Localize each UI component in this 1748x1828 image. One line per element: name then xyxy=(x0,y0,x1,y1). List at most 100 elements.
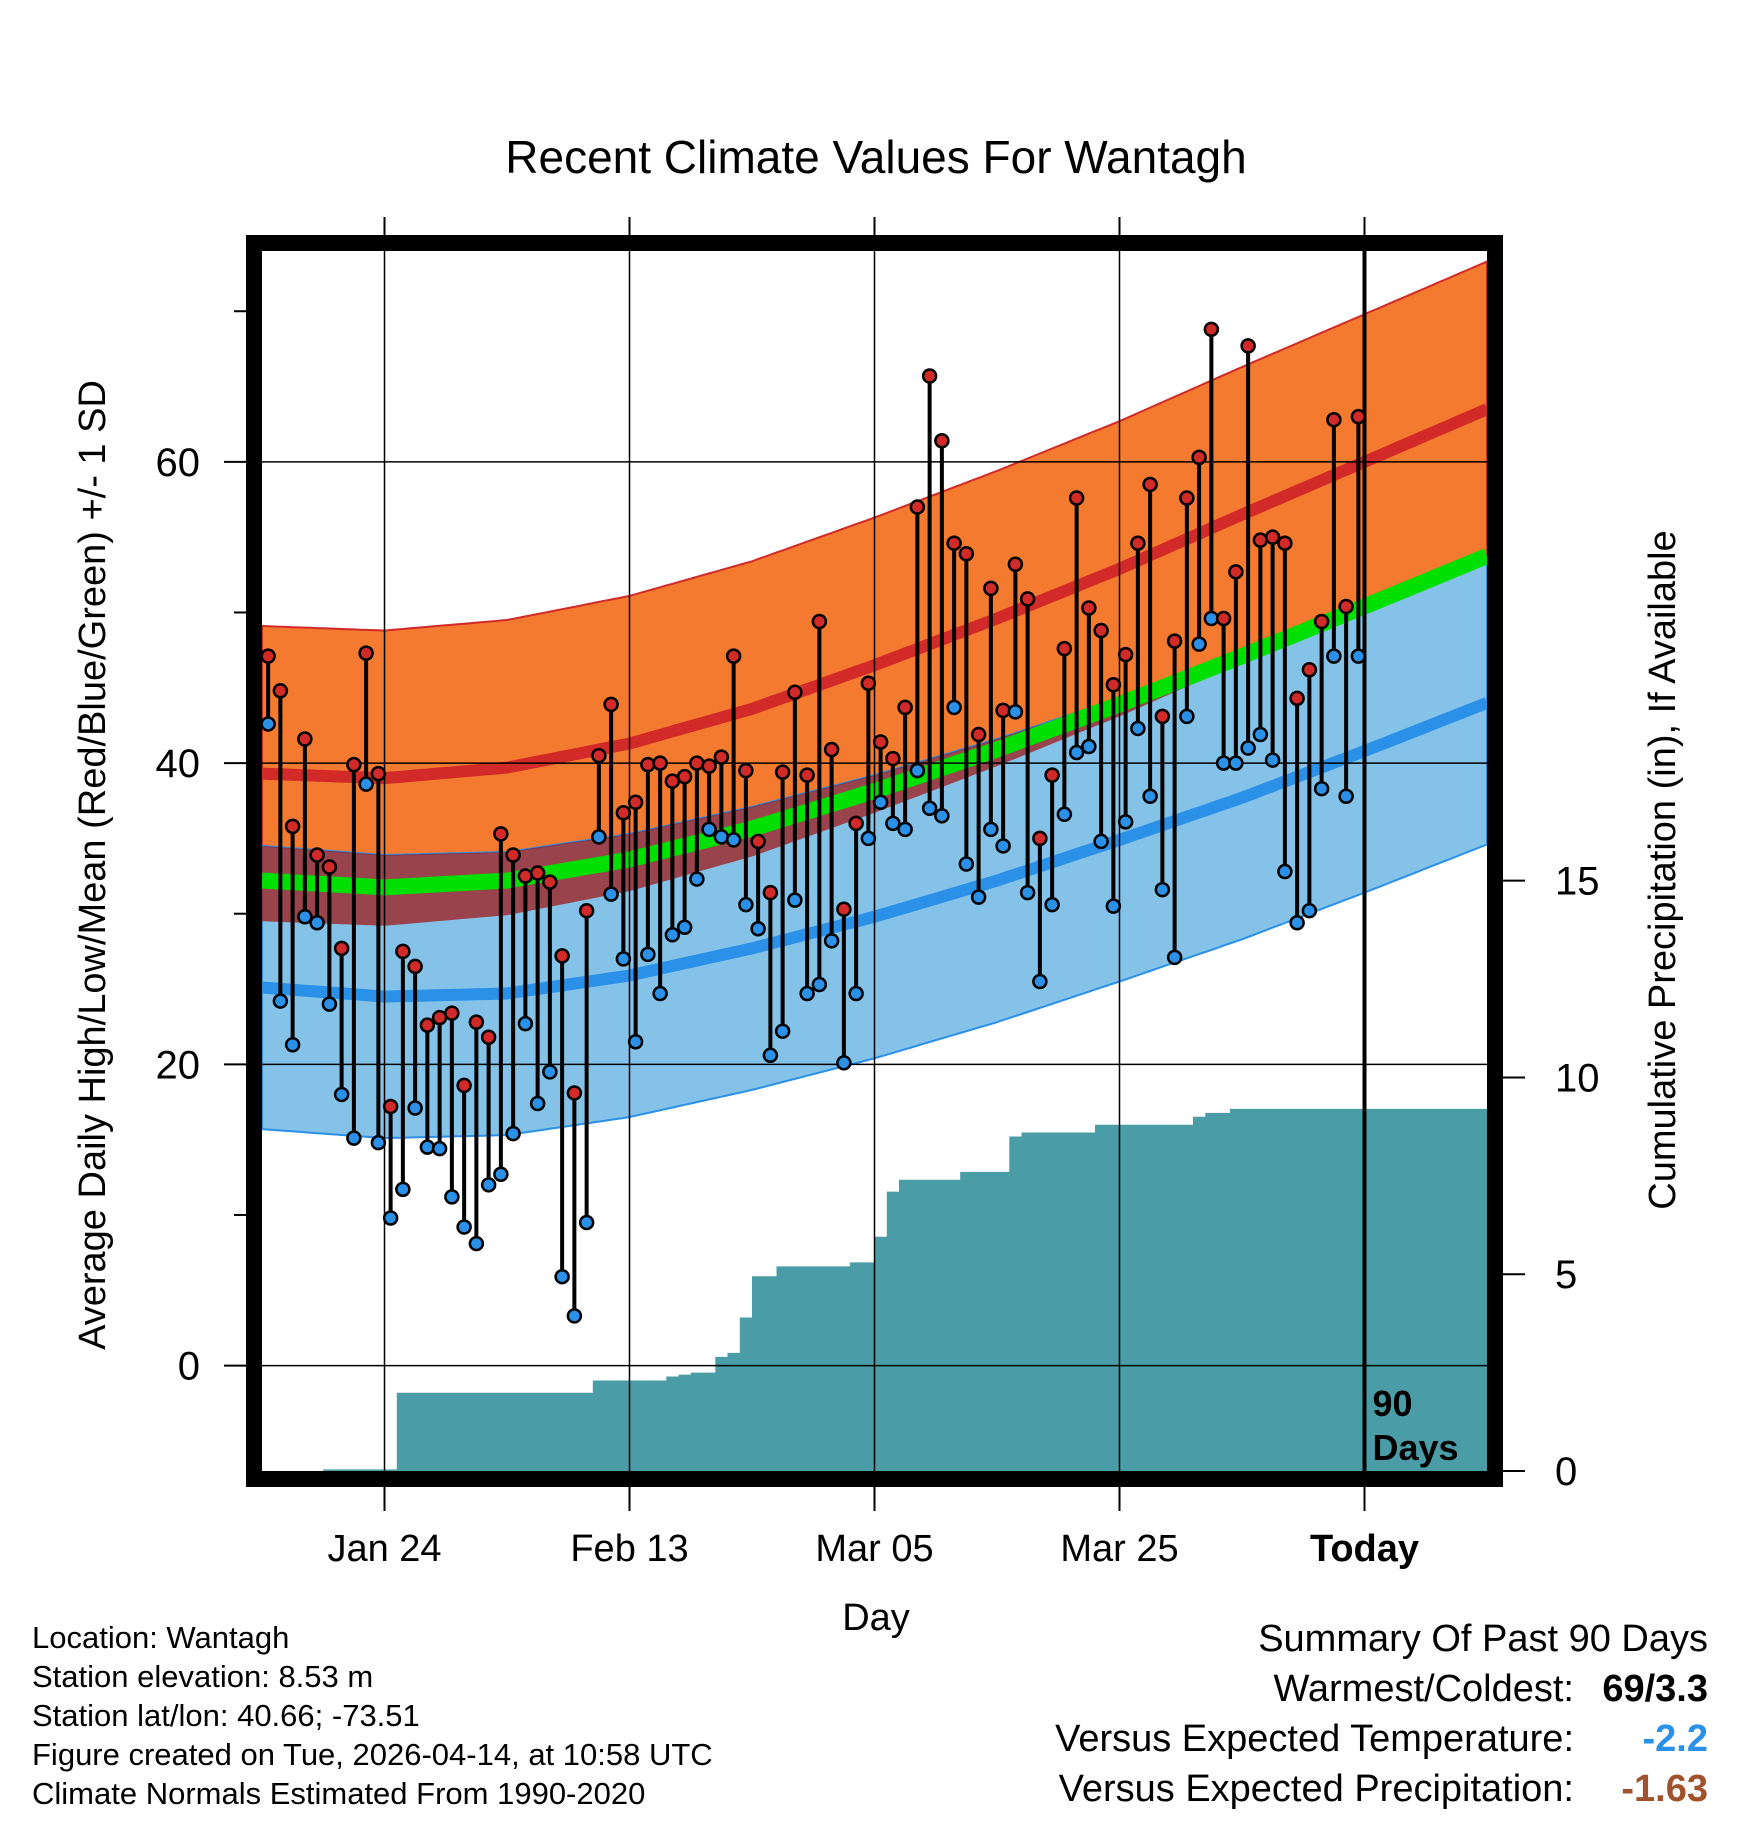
daily-low-point xyxy=(983,821,999,838)
daily-low-point xyxy=(419,1139,436,1155)
daily-high-point xyxy=(1252,532,1269,548)
daily-low-point xyxy=(713,829,730,845)
daily-low-point xyxy=(1179,708,1195,725)
daily-high-point xyxy=(309,847,325,863)
y-tick-label: 0 xyxy=(178,1345,200,1389)
created-text: Figure created on Tue, 2026-04-14, at 10… xyxy=(32,1737,713,1772)
daily-low-point xyxy=(297,908,313,925)
daily-high-point xyxy=(1105,677,1122,693)
daily-high-point xyxy=(333,940,350,957)
summary-warm-cold: Warmest/Coldest: 69/3.3 xyxy=(948,1668,1708,1718)
daily-low-point xyxy=(1252,726,1269,743)
daily-high-point xyxy=(627,794,644,811)
plot-frame xyxy=(246,235,1503,1487)
daily-high-point xyxy=(566,1085,583,1101)
daily-low-point xyxy=(1326,648,1342,664)
daily-high-point xyxy=(909,499,926,515)
daily-high-point xyxy=(958,545,975,562)
daily-low-point xyxy=(897,821,913,838)
today-marker-label: 90 xyxy=(1373,1383,1413,1424)
daily-low-point xyxy=(1301,902,1318,919)
station-info: Location: Wantagh Station elevation: 8.5… xyxy=(32,1618,713,1813)
daily-high-point xyxy=(983,580,999,597)
daily-high-point xyxy=(1044,767,1060,783)
daily-high-point xyxy=(370,765,387,782)
daily-high-point xyxy=(262,648,276,664)
daily-low-point xyxy=(787,892,803,908)
y-axis-label: Average Daily High/Low/Mean (Red/Blue/Gr… xyxy=(72,380,114,1350)
daily-high-point xyxy=(701,758,717,774)
daily-high-point xyxy=(1068,490,1085,506)
daily-high-point xyxy=(321,859,338,875)
daily-low-point xyxy=(262,716,276,732)
daily-low-point xyxy=(836,1055,852,1071)
today-marker-label: Days xyxy=(1373,1427,1459,1468)
daily-high-point xyxy=(897,699,913,716)
daily-high-point xyxy=(750,833,766,850)
daily-high-point xyxy=(444,1005,460,1021)
daily-low-point xyxy=(333,1086,350,1103)
axes: 0 20 40 60 0 5 10 15 Jan 24 Feb 13 Mar 05 Mar 25 Tod… xyxy=(156,217,1600,1570)
daily-low-point xyxy=(970,889,987,905)
daily-high-point xyxy=(419,1017,436,1033)
daily-low-point xyxy=(1264,752,1281,768)
x-tick-label: Mar 05 xyxy=(815,1528,933,1570)
daily-high-point xyxy=(1338,598,1354,615)
daily-high-point xyxy=(811,613,828,630)
y2-tick-label: 0 xyxy=(1555,1450,1577,1494)
daily-low-point xyxy=(505,1125,521,1142)
daily-high-point xyxy=(762,884,779,901)
daily-low-point xyxy=(664,927,681,943)
daily-high-point xyxy=(591,747,607,764)
daily-low-point xyxy=(1240,740,1256,756)
daily-low-point xyxy=(995,838,1011,854)
daily-high-point xyxy=(346,756,362,773)
daily-low-point xyxy=(284,1037,301,1053)
daily-low-point xyxy=(921,800,938,817)
daily-high-point xyxy=(652,755,668,771)
daily-high-point xyxy=(480,1029,497,1045)
daily-low-point xyxy=(909,762,926,779)
daily-high-point xyxy=(1019,591,1036,607)
daily-high-point xyxy=(934,433,950,449)
daily-high-point xyxy=(995,702,1011,719)
daily-high-point xyxy=(603,696,619,713)
daily-high-point xyxy=(713,749,730,765)
daily-low-point xyxy=(1032,973,1048,990)
y-tick-label: 40 xyxy=(156,742,201,786)
daily-high-point xyxy=(1191,449,1207,466)
daily-low-point xyxy=(1313,780,1330,797)
daily-high-point xyxy=(542,874,558,890)
daily-low-point xyxy=(272,993,289,1009)
daily-high-point xyxy=(505,847,521,863)
daily-low-point xyxy=(762,1047,779,1064)
daily-low-point xyxy=(493,1166,509,1183)
daily-low-point xyxy=(370,1134,387,1151)
x-tick-label: Today xyxy=(1310,1528,1419,1570)
daily-low-point xyxy=(689,871,705,887)
daily-low-point xyxy=(603,886,619,902)
daily-low-point xyxy=(640,946,656,963)
daily-low-point xyxy=(554,1268,570,1285)
daily-low-point xyxy=(407,1100,423,1116)
daily-low-point xyxy=(1117,814,1134,830)
y2-tick-label: 15 xyxy=(1555,860,1600,904)
daily-high-point xyxy=(725,648,742,664)
daily-high-point xyxy=(689,755,705,771)
daily-low-point xyxy=(848,985,864,1002)
daily-low-point xyxy=(1081,738,1097,755)
precip-departure-value: -1.63 xyxy=(1621,1768,1708,1810)
daily-low-point xyxy=(738,896,754,913)
y-tick-label: 60 xyxy=(156,441,201,485)
daily-high-point xyxy=(517,868,534,884)
daily-low-point xyxy=(1093,833,1109,850)
daily-high-point xyxy=(1215,610,1232,627)
daily-high-point xyxy=(1007,556,1024,573)
daily-low-point xyxy=(1105,898,1122,914)
daily-low-point xyxy=(1228,755,1244,771)
daily-high-point xyxy=(468,1014,485,1030)
daily-low-point xyxy=(1277,863,1293,880)
daily-low-point xyxy=(811,976,828,993)
daily-low-point xyxy=(1044,896,1060,913)
